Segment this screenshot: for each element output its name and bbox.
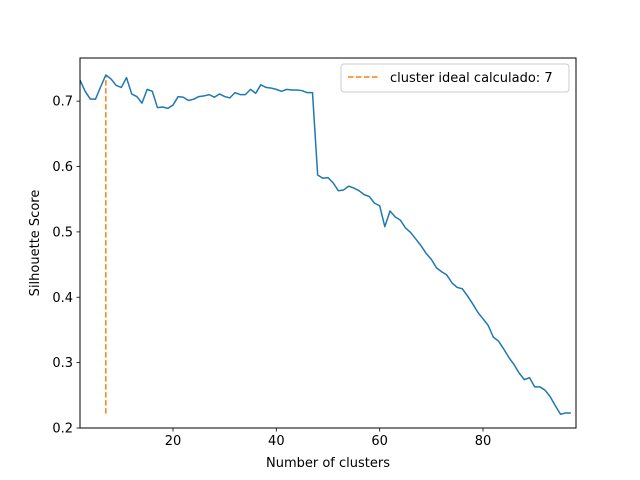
y-tick-label: 0.2 [52,422,73,437]
y-axis: 0.2 0.3 0.4 0.5 0.6 0.7 [52,95,80,437]
x-tick-label: 80 [475,434,492,449]
x-tick-label: 20 [165,434,182,449]
y-tick-label: 0.5 [52,225,73,240]
legend: cluster ideal calculado: 7 [340,63,570,93]
y-tick-label: 0.3 [52,356,73,371]
y-tick-label: 0.7 [52,95,73,110]
x-tick-label: 60 [371,434,388,449]
y-tick-label: 0.6 [52,160,73,175]
y-axis-title: Silhouette Score [28,190,43,297]
plot-area [80,74,571,416]
series-line-0 [80,74,571,416]
x-axis: 20 40 60 80 [165,428,492,449]
y-tick-label: 0.4 [52,291,73,306]
legend-box [340,63,570,93]
x-axis-title: Number of clusters [266,456,390,471]
x-tick-label: 40 [268,434,285,449]
axes-frame [79,57,577,429]
legend-label-ideal: cluster ideal calculado: 7 [390,71,553,86]
